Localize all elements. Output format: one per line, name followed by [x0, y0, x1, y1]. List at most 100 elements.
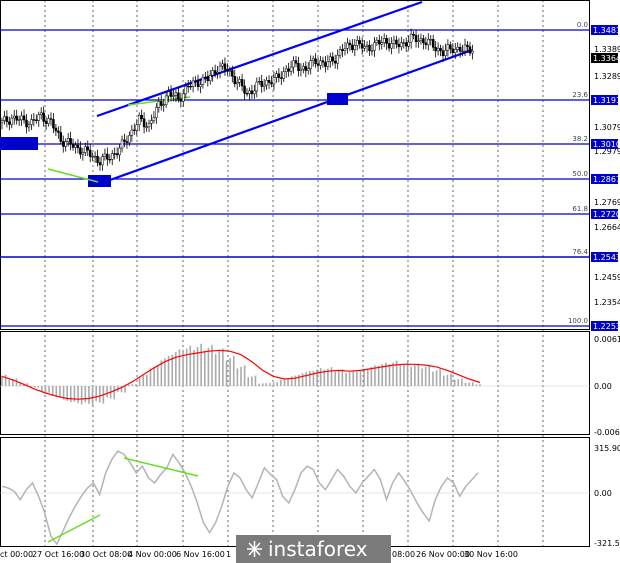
candle	[54, 124, 58, 136]
candle	[463, 38, 467, 57]
candle	[253, 84, 256, 99]
candle	[449, 41, 452, 54]
candle	[329, 52, 332, 68]
candle	[189, 80, 192, 90]
candle	[458, 43, 462, 58]
candle	[336, 49, 339, 70]
candle	[130, 124, 134, 142]
macd-histogram	[1, 343, 481, 406]
price-candles	[0, 28, 474, 171]
price-tick: 1.2459	[594, 273, 620, 282]
x-label: 08:00	[392, 550, 415, 559]
candle	[348, 39, 352, 52]
candle	[64, 138, 67, 152]
candle	[346, 37, 349, 54]
candle	[10, 114, 14, 129]
x-axis: ct 00:00 27 Oct 16:00 30 Oct 08:00 4 Nov…	[0, 550, 518, 559]
candle	[351, 39, 354, 53]
candle	[15, 109, 18, 125]
candle	[140, 109, 143, 122]
candle	[414, 29, 418, 48]
price-tick: 1.2769	[594, 198, 620, 207]
fib-label-0: 0.0	[577, 21, 588, 29]
candle	[115, 147, 119, 159]
price-tick: 1.2979	[594, 147, 620, 156]
price-tick: 1.3079	[594, 123, 620, 132]
candle	[179, 92, 183, 108]
candle	[343, 41, 347, 56]
candle	[412, 31, 415, 40]
candle	[228, 66, 232, 77]
fib-price-label: 1.2720	[593, 210, 620, 219]
price-tick: 1.3389	[594, 45, 620, 54]
fib-price-box	[591, 252, 618, 262]
candle	[164, 92, 168, 108]
candle	[402, 38, 406, 49]
fib-price-label: 1.3481	[593, 26, 620, 35]
candle	[62, 135, 65, 153]
fib-label-76: 76.4	[572, 248, 588, 256]
candle	[378, 34, 381, 51]
candle	[59, 126, 63, 145]
fib-price-label: 1.2543	[593, 253, 620, 262]
macd-tick: -0.00604	[594, 428, 620, 437]
fib-price-box	[591, 321, 618, 331]
candle	[382, 33, 386, 48]
candle	[125, 135, 129, 149]
candle	[118, 143, 121, 162]
candle	[186, 79, 190, 93]
candle	[405, 37, 408, 52]
channel-upper-line	[96, 0, 423, 118]
candle	[409, 28, 413, 49]
macd-signal-line	[1, 349, 481, 400]
fib-price-label: 1.3010	[593, 140, 620, 149]
candle	[191, 76, 195, 93]
candle	[324, 55, 327, 73]
candle	[321, 56, 325, 68]
candle	[287, 62, 290, 77]
fib-price-label: 1.2867	[593, 175, 620, 184]
candle	[356, 35, 359, 51]
candle	[390, 37, 393, 55]
candle	[277, 68, 281, 83]
candle	[137, 112, 141, 132]
candle	[304, 61, 308, 78]
fib-price-box	[591, 95, 618, 105]
cci-divergence-line	[47, 514, 101, 543]
candle	[103, 148, 107, 161]
candle	[380, 36, 383, 50]
candle	[365, 41, 369, 53]
candle	[194, 76, 197, 87]
candle	[96, 149, 99, 167]
candle	[424, 36, 428, 50]
candle	[250, 84, 254, 99]
candle	[456, 42, 459, 53]
candle	[0, 117, 4, 130]
candle	[353, 39, 357, 57]
candle	[204, 71, 207, 84]
candle	[113, 147, 116, 160]
price-channel	[96, 0, 473, 182]
candle	[93, 151, 97, 163]
fib-price-boxes: 1.3481 1.3191 1.3010 1.2867 1.2720 1.254…	[591, 25, 620, 331]
candle	[3, 110, 6, 125]
candle	[436, 42, 440, 56]
candle	[333, 54, 337, 69]
candle	[22, 109, 26, 124]
candle	[79, 141, 82, 159]
candle	[387, 37, 391, 52]
candle	[223, 57, 227, 76]
candle	[226, 63, 229, 76]
candle	[441, 45, 445, 62]
fib-price-box	[591, 209, 618, 219]
candle	[108, 154, 112, 164]
candle	[157, 96, 161, 113]
candle	[363, 40, 366, 52]
candle	[338, 46, 342, 59]
candle	[385, 34, 388, 51]
x-label: 30 Oct 08:00	[80, 550, 132, 559]
candle	[431, 34, 435, 51]
current-price-box	[591, 53, 618, 63]
fib-label-61: 61.8	[572, 205, 588, 213]
